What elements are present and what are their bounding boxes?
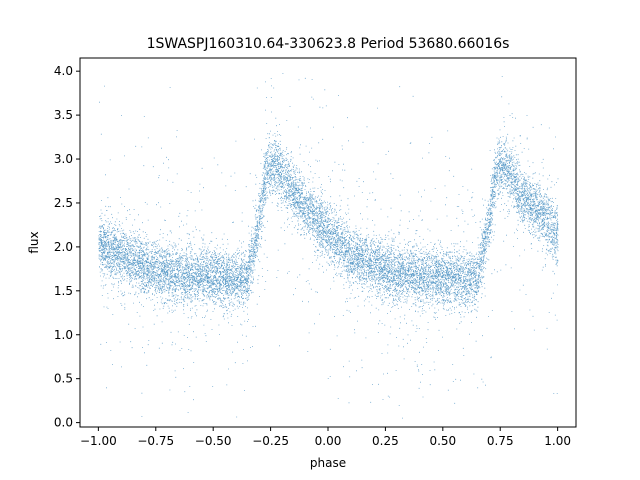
scatter-points (98, 73, 559, 419)
y-tick-label: 2.0 (54, 240, 73, 254)
x-tick-label: −1.00 (80, 434, 117, 448)
y-axis-label: flux (27, 231, 41, 253)
x-tick-label: 0.75 (487, 434, 514, 448)
y-tick-label: 1.0 (54, 328, 73, 342)
data-points (98, 73, 559, 419)
y-tick-label: 0.5 (54, 372, 73, 386)
y-tick-label: 3.5 (54, 108, 73, 122)
x-axis: −1.00 −0.75 −0.50 −0.25 0.00 0.25 0.50 0.75 1.00 (80, 427, 571, 448)
x-tick-label: −0.25 (252, 434, 289, 448)
y-tick-label: 0.0 (54, 416, 73, 430)
y-tick-label: 3.0 (54, 152, 73, 166)
y-tick-label: 4.0 (54, 64, 73, 78)
x-tick-label: 0.00 (315, 434, 342, 448)
x-tick-label: −0.75 (137, 434, 174, 448)
plot-frame (79, 57, 577, 428)
x-tick-label: 0.25 (372, 434, 399, 448)
y-tick-label: 1.5 (54, 284, 73, 298)
x-tick-label: 1.00 (544, 434, 571, 448)
y-axis: 0.0 0.5 1.0 1.5 2.0 2.5 3.0 3.5 4.0 (54, 64, 80, 430)
chart-title: 1SWASPJ160310.64-330623.8 Period 53680.6… (147, 36, 510, 52)
x-tick-label: 0.50 (429, 434, 456, 448)
x-axis-label: phase (310, 456, 346, 470)
y-tick-label: 2.5 (54, 196, 73, 210)
x-tick-label: −0.50 (195, 434, 232, 448)
